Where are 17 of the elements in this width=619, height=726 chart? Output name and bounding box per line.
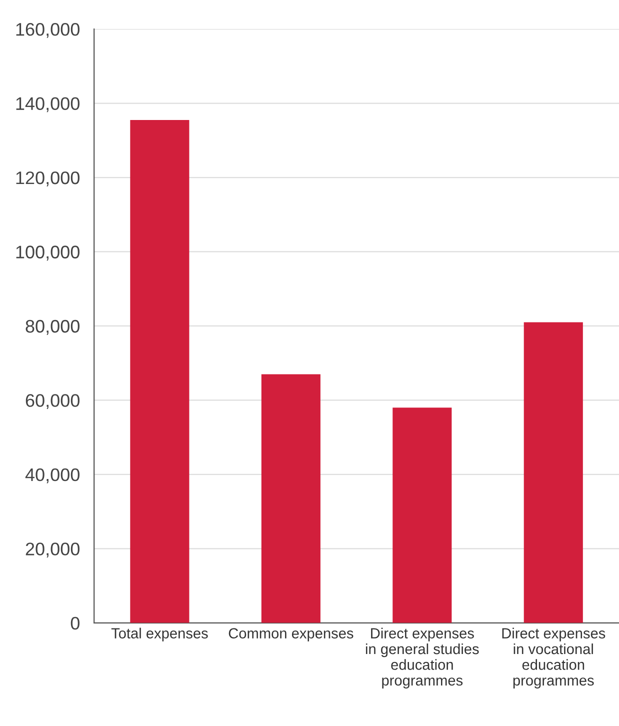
y-tick-label: 140,000: [16, 97, 80, 112]
bar: [524, 322, 583, 623]
y-tick-label: 120,000: [16, 171, 80, 186]
y-tick-label: 100,000: [16, 246, 80, 261]
bar: [130, 120, 190, 623]
x-tick-label: Total expenses: [111, 628, 208, 642]
x-tick-label: Direct expenses in general studies education programmes: [366, 628, 479, 688]
y-tick-label: 0: [70, 616, 80, 630]
y-tick-label: 160,000: [16, 22, 80, 38]
y-tick-label: 20,000: [26, 542, 80, 558]
bar: [261, 374, 320, 623]
x-tick-label: Common expenses: [228, 628, 354, 642]
y-tick-label: 40,000: [25, 468, 80, 484]
y-tick-label: 80,000: [26, 320, 80, 335]
y-tick-label: 60,000: [26, 394, 80, 410]
bar: [392, 408, 452, 623]
x-tick-label: Direct expenses in vocational education programmes: [502, 628, 606, 688]
